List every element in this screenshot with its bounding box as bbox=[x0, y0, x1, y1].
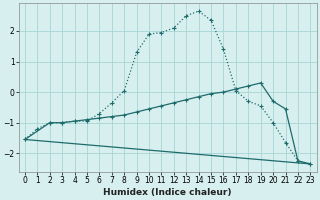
X-axis label: Humidex (Indice chaleur): Humidex (Indice chaleur) bbox=[103, 188, 232, 197]
